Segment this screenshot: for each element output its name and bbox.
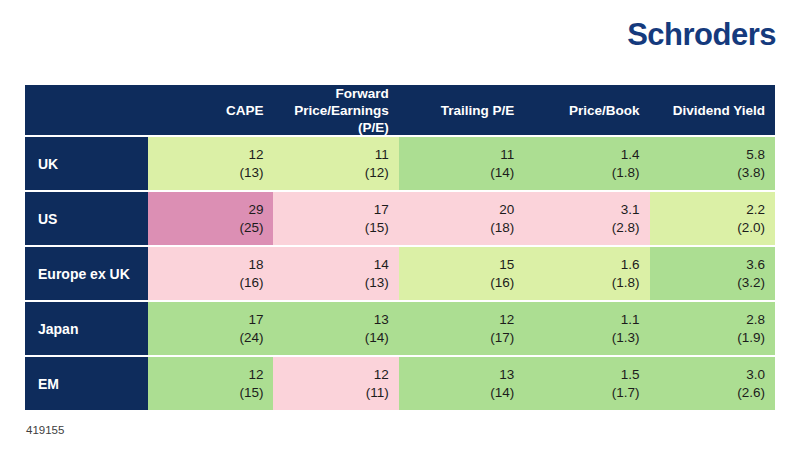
metric-cell: 12(15) bbox=[148, 357, 273, 410]
metric-secondary: (3.2) bbox=[737, 274, 765, 292]
metric-secondary: (2.6) bbox=[737, 384, 765, 402]
metric-value: 2.8 bbox=[746, 311, 765, 329]
metric-value: 3.1 bbox=[621, 201, 640, 219]
metric-value: 13 bbox=[499, 366, 514, 384]
column-header: Dividend Yield bbox=[650, 85, 775, 135]
column-header: Price/Book bbox=[524, 85, 649, 135]
column-header: CAPE bbox=[148, 85, 273, 135]
metric-secondary: (17) bbox=[490, 329, 514, 347]
metric-value: 1.1 bbox=[621, 311, 640, 329]
metric-value: 12 bbox=[248, 366, 263, 384]
metric-secondary: (15) bbox=[365, 219, 389, 237]
metric-secondary: (14) bbox=[365, 329, 389, 347]
row-label: UK bbox=[25, 137, 148, 190]
column-header: Forward Price/Earnings (P/E) bbox=[273, 85, 398, 135]
table-row: Japan17(24)13(14)12(17)1.1(1.3)2.8(1.9) bbox=[25, 302, 775, 355]
row-label: Europe ex UK bbox=[25, 247, 148, 300]
table-row: EM12(15)12(11)13(14)1.5(1.7)3.0(2.6) bbox=[25, 357, 775, 410]
metric-secondary: (14) bbox=[490, 164, 514, 182]
metric-value: 3.0 bbox=[746, 366, 765, 384]
metric-value: 14 bbox=[374, 256, 389, 274]
metric-secondary: (16) bbox=[239, 274, 263, 292]
metric-cell: 13(14) bbox=[399, 357, 524, 410]
metric-cell: 3.0(2.6) bbox=[650, 357, 775, 410]
metric-cell: 17(24) bbox=[148, 302, 273, 355]
metric-cell: 3.1(2.8) bbox=[524, 192, 649, 245]
metric-value: 2.2 bbox=[746, 201, 765, 219]
metric-value: 20 bbox=[499, 201, 514, 219]
metric-cell: 12(11) bbox=[273, 357, 398, 410]
schroders-logo: Schroders bbox=[627, 17, 776, 53]
metric-value: 12 bbox=[374, 366, 389, 384]
metric-secondary: (25) bbox=[239, 219, 263, 237]
metric-secondary: (1.8) bbox=[612, 274, 640, 292]
metric-cell: 20(18) bbox=[399, 192, 524, 245]
slide: Schroders CAPEForward Price/Earnings (P/… bbox=[0, 0, 800, 453]
metric-secondary: (1.8) bbox=[612, 164, 640, 182]
valuation-table: CAPEForward Price/Earnings (P/E)Trailing… bbox=[25, 85, 775, 412]
metric-secondary: (14) bbox=[490, 384, 514, 402]
table-header-row: CAPEForward Price/Earnings (P/E)Trailing… bbox=[25, 85, 775, 135]
metric-value: 1.4 bbox=[621, 146, 640, 164]
table-corner-cell bbox=[25, 85, 148, 135]
metric-secondary: (15) bbox=[239, 384, 263, 402]
table-row: UK12(13)11(12)11(14)1.4(1.8)5.8(3.8) bbox=[25, 137, 775, 190]
metric-value: 11 bbox=[375, 146, 389, 164]
metric-cell: 11(14) bbox=[399, 137, 524, 190]
metric-secondary: (13) bbox=[365, 274, 389, 292]
metric-value: 3.6 bbox=[746, 256, 765, 274]
metric-value: 12 bbox=[248, 146, 263, 164]
metric-secondary: (3.8) bbox=[737, 164, 765, 182]
document-number: 419155 bbox=[26, 424, 64, 436]
metric-secondary: (2.8) bbox=[612, 219, 640, 237]
table-row: Europe ex UK18(16)14(13)15(16)1.6(1.8)3.… bbox=[25, 247, 775, 300]
metric-cell: 1.6(1.8) bbox=[524, 247, 649, 300]
metric-cell: 5.8(3.8) bbox=[650, 137, 775, 190]
metric-value: 1.6 bbox=[621, 256, 640, 274]
metric-secondary: (24) bbox=[239, 329, 263, 347]
metric-cell: 11(12) bbox=[273, 137, 398, 190]
column-header: Trailing P/E bbox=[399, 85, 524, 135]
metric-value: 12 bbox=[499, 311, 514, 329]
metric-cell: 2.2(2.0) bbox=[650, 192, 775, 245]
metric-secondary: (2.0) bbox=[737, 219, 765, 237]
metric-cell: 2.8(1.9) bbox=[650, 302, 775, 355]
metric-value: 1.5 bbox=[621, 366, 640, 384]
metric-value: 11 bbox=[500, 146, 514, 164]
metric-cell: 17(15) bbox=[273, 192, 398, 245]
metric-secondary: (16) bbox=[490, 274, 514, 292]
metric-cell: 12(17) bbox=[399, 302, 524, 355]
row-label: Japan bbox=[25, 302, 148, 355]
metric-value: 17 bbox=[248, 311, 263, 329]
metric-cell: 15(16) bbox=[399, 247, 524, 300]
metric-cell: 12(13) bbox=[148, 137, 273, 190]
metric-secondary: (1.7) bbox=[612, 384, 640, 402]
table-body: UK12(13)11(12)11(14)1.4(1.8)5.8(3.8)US29… bbox=[25, 137, 775, 410]
metric-cell: 14(13) bbox=[273, 247, 398, 300]
metric-secondary: (18) bbox=[490, 219, 514, 237]
metric-cell: 1.4(1.8) bbox=[524, 137, 649, 190]
metric-cell: 18(16) bbox=[148, 247, 273, 300]
table-row: US29(25)17(15)20(18)3.1(2.8)2.2(2.0) bbox=[25, 192, 775, 245]
metric-secondary: (11) bbox=[366, 384, 389, 402]
metric-value: 18 bbox=[248, 256, 263, 274]
metric-value: 5.8 bbox=[746, 146, 765, 164]
metric-cell: 1.1(1.3) bbox=[524, 302, 649, 355]
metric-cell: 29(25) bbox=[148, 192, 273, 245]
metric-secondary: (13) bbox=[239, 164, 263, 182]
metric-secondary: (1.3) bbox=[612, 329, 640, 347]
row-label: EM bbox=[25, 357, 148, 410]
metric-value: 17 bbox=[374, 201, 389, 219]
metric-cell: 1.5(1.7) bbox=[524, 357, 649, 410]
metric-secondary: (12) bbox=[365, 164, 389, 182]
metric-cell: 13(14) bbox=[273, 302, 398, 355]
metric-value: 15 bbox=[499, 256, 514, 274]
metric-cell: 3.6(3.2) bbox=[650, 247, 775, 300]
metric-value: 13 bbox=[374, 311, 389, 329]
metric-secondary: (1.9) bbox=[737, 329, 765, 347]
row-label: US bbox=[25, 192, 148, 245]
metric-value: 29 bbox=[248, 201, 263, 219]
